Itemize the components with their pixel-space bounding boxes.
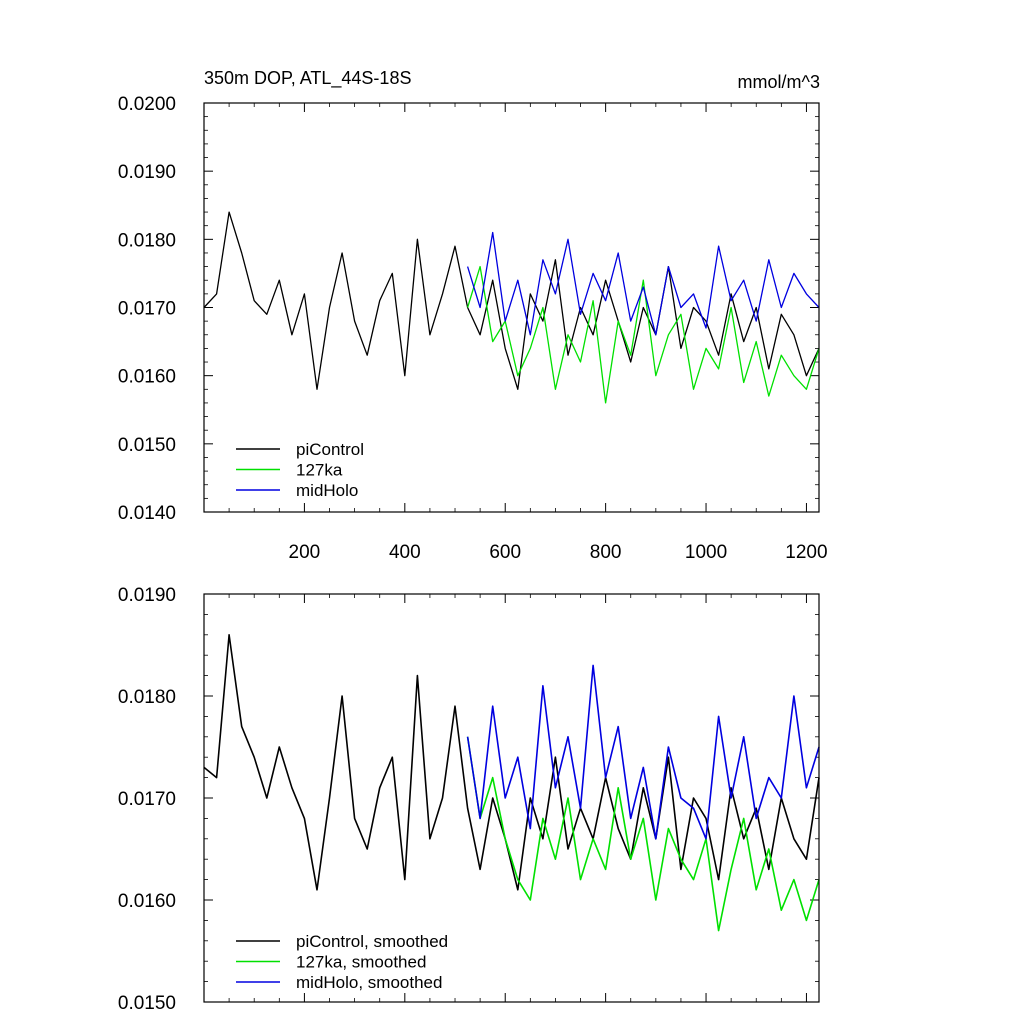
x-tick-label: 800 xyxy=(590,542,622,563)
y-tick-label: 0.0180 xyxy=(118,230,176,251)
bottom-panel: 0.0150 0.0160 0.0170 0.0180 0.0190 piControl… xyxy=(118,585,820,1014)
top-axis-ticks: 200 400 600 800 1000 1200 0.0140 0.0150 0.0160 0.… xyxy=(118,94,828,563)
y-tick-label: 0.0160 xyxy=(118,367,176,388)
y-tick-label: 0.0150 xyxy=(118,435,176,456)
top-series xyxy=(203,211,820,404)
legend-label: midHolo xyxy=(296,481,358,500)
x-tick-label: 1000 xyxy=(685,542,727,563)
series-line-127ka-smoothed xyxy=(466,736,820,932)
y-tick-label: 0.0190 xyxy=(118,585,176,606)
bottom-series xyxy=(203,633,820,932)
series-line-midholo xyxy=(466,231,820,336)
y-tick-label: 0.0200 xyxy=(118,94,176,115)
bottom-axis-ticks: 0.0150 0.0160 0.0170 0.0180 0.0190 xyxy=(118,585,819,1014)
y-tick-label: 0.0150 xyxy=(118,993,176,1014)
legend-label: 127ka, smoothed xyxy=(296,953,426,972)
series-line-127ka xyxy=(466,265,820,404)
x-tick-label: 200 xyxy=(289,542,321,563)
legend-label: piControl, smoothed xyxy=(296,932,448,951)
y-tick-label: 0.0170 xyxy=(118,789,176,810)
y-tick-label: 0.0180 xyxy=(118,687,176,708)
x-tick-label: 1200 xyxy=(785,542,827,563)
units-label: mmol/m^3 xyxy=(738,72,820,92)
legend-label: 127ka xyxy=(296,461,343,480)
legend-label: piControl xyxy=(296,440,364,459)
y-tick-label: 0.0160 xyxy=(118,891,176,912)
top-plot-frame xyxy=(203,102,820,513)
y-tick-label: 0.0190 xyxy=(118,162,176,183)
legend-label: midHolo, smoothed xyxy=(296,973,442,992)
y-tick-label: 0.0140 xyxy=(118,503,176,524)
y-tick-label: 0.0170 xyxy=(118,299,176,320)
series-line-picontrol-smoothed xyxy=(203,633,820,891)
bottom-legend: piControl, smoothed 127ka, smoothedmidHol… xyxy=(236,932,448,992)
top-panel: 350m DOP, ATL_44S-18S mmol/m^3 200 400 600… xyxy=(118,68,828,563)
series-line-picontrol xyxy=(203,211,820,390)
x-tick-label: 400 xyxy=(389,542,421,563)
chart-title: 350m DOP, ATL_44S-18S xyxy=(204,68,411,89)
bottom-plot-frame xyxy=(203,593,820,1003)
x-tick-label: 600 xyxy=(489,542,521,563)
series-line-midholo-smoothed xyxy=(466,664,820,840)
